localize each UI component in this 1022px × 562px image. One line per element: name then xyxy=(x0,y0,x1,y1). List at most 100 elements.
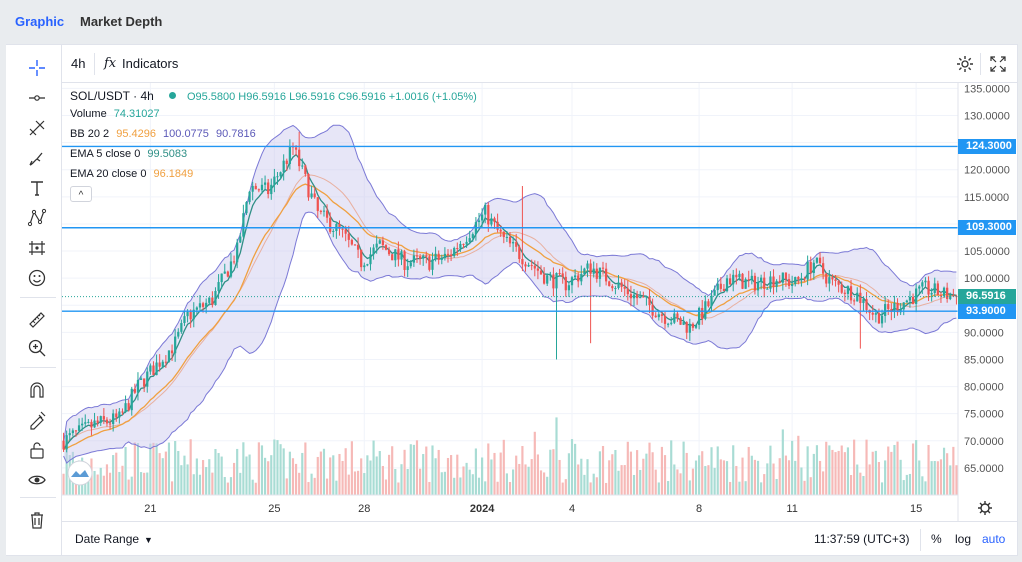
candle-body[interactable] xyxy=(741,273,744,289)
candle-body[interactable] xyxy=(499,229,502,232)
candle-body[interactable] xyxy=(400,251,403,260)
candle-body[interactable] xyxy=(449,254,453,257)
candle-body[interactable] xyxy=(660,314,664,316)
candle-body[interactable] xyxy=(667,323,670,325)
candle-body[interactable] xyxy=(440,257,443,260)
candle-body[interactable] xyxy=(301,165,304,167)
candle-body[interactable] xyxy=(403,251,406,270)
candle-body[interactable] xyxy=(397,249,400,260)
candle-body[interactable] xyxy=(614,288,617,290)
candle-body[interactable] xyxy=(155,362,158,376)
candle-body[interactable] xyxy=(688,323,691,333)
candle-body[interactable] xyxy=(546,275,549,284)
candle-body[interactable] xyxy=(263,182,267,185)
candle-body[interactable] xyxy=(353,244,357,246)
candle-body[interactable] xyxy=(530,265,533,267)
candle-body[interactable] xyxy=(239,236,242,243)
candle-body[interactable] xyxy=(363,265,366,268)
candle-body[interactable] xyxy=(679,318,682,325)
candle-body[interactable] xyxy=(62,440,65,450)
candle-body[interactable] xyxy=(561,273,564,277)
candle-body[interactable] xyxy=(248,191,251,203)
candle-body[interactable] xyxy=(121,411,124,413)
candle-body[interactable] xyxy=(394,249,397,261)
candle-body[interactable] xyxy=(515,242,518,247)
legend-collapse-button[interactable]: ^ xyxy=(70,186,92,202)
candle-body[interactable] xyxy=(124,403,127,413)
fib-tools-icon[interactable] xyxy=(26,117,48,139)
candle-body[interactable] xyxy=(329,217,332,232)
candle-body[interactable] xyxy=(267,182,270,195)
candle-body[interactable] xyxy=(477,220,481,223)
legend-ema5[interactable]: EMA 5 close 0 99.5083 xyxy=(70,148,191,160)
candle-body[interactable] xyxy=(183,316,186,324)
candle-body[interactable] xyxy=(511,242,515,244)
candle-body[interactable] xyxy=(431,259,434,270)
smiley-icon[interactable] xyxy=(26,267,48,289)
candle-body[interactable] xyxy=(236,242,239,263)
candle-body[interactable] xyxy=(794,277,797,285)
candle-body[interactable] xyxy=(837,281,840,285)
candle-body[interactable] xyxy=(812,262,815,273)
candle-body[interactable] xyxy=(586,263,589,269)
zoom-in-icon[interactable] xyxy=(26,337,48,359)
candle-body[interactable] xyxy=(877,313,881,324)
candle-body[interactable] xyxy=(437,253,440,260)
pattern-icon[interactable] xyxy=(26,207,48,229)
candle-body[interactable] xyxy=(791,284,794,287)
candle-body[interactable] xyxy=(251,185,254,192)
candle-body[interactable] xyxy=(366,264,369,266)
candle-body[interactable] xyxy=(282,160,285,173)
candle-body[interactable] xyxy=(391,254,394,261)
candle-body[interactable] xyxy=(118,411,121,418)
candle-body[interactable] xyxy=(632,294,636,299)
magnet-icon[interactable] xyxy=(26,379,48,401)
candle-body[interactable] xyxy=(654,315,657,318)
candle-body[interactable] xyxy=(825,273,828,284)
candle-body[interactable] xyxy=(865,299,868,310)
candle-body[interactable] xyxy=(174,336,177,354)
candle-body[interactable] xyxy=(102,416,105,420)
candle-body[interactable] xyxy=(735,274,738,278)
candle-body[interactable] xyxy=(270,184,273,195)
horizontal-line-price-tag[interactable]: 93.9000 xyxy=(958,303,1016,319)
candle-body[interactable] xyxy=(152,365,155,376)
candle-body[interactable] xyxy=(446,253,450,255)
candle-body[interactable] xyxy=(623,286,626,289)
trash-icon[interactable] xyxy=(26,509,48,531)
candle-body[interactable] xyxy=(502,231,505,238)
candle-body[interactable] xyxy=(760,277,763,282)
candle-body[interactable] xyxy=(580,274,583,282)
candle-body[interactable] xyxy=(232,261,236,263)
candle-body[interactable] xyxy=(189,312,192,320)
candle-body[interactable] xyxy=(887,304,890,310)
tradingview-logo-icon[interactable] xyxy=(67,460,93,486)
candle-body[interactable] xyxy=(769,276,772,289)
candle-body[interactable] xyxy=(691,323,695,328)
candle-body[interactable] xyxy=(753,275,757,291)
candle-body[interactable] xyxy=(577,275,580,282)
candle-body[interactable] xyxy=(843,292,846,294)
candle-body[interactable] xyxy=(195,307,198,310)
candle-body[interactable] xyxy=(313,193,316,198)
candle-body[interactable] xyxy=(608,281,611,287)
candle-body[interactable] xyxy=(505,236,509,238)
candle-body[interactable] xyxy=(626,288,629,295)
date-range-button[interactable]: Date Range ▼ xyxy=(75,532,153,546)
candle-body[interactable] xyxy=(319,210,322,212)
candle-body[interactable] xyxy=(518,246,521,260)
candle-body[interactable] xyxy=(456,248,459,250)
legend-volume[interactable]: Volume 74.31027 xyxy=(70,108,164,120)
candle-body[interactable] xyxy=(341,228,344,230)
candle-body[interactable] xyxy=(701,307,704,319)
candle-body[interactable] xyxy=(772,276,775,287)
candle-body[interactable] xyxy=(229,261,233,277)
candle-body[interactable] xyxy=(846,286,850,294)
candle-body[interactable] xyxy=(205,302,208,307)
candle-body[interactable] xyxy=(871,312,874,315)
candle-body[interactable] xyxy=(471,234,474,239)
candle-body[interactable] xyxy=(254,185,257,190)
candle-body[interactable] xyxy=(524,264,527,267)
candle-body[interactable] xyxy=(93,420,96,428)
candle-body[interactable] xyxy=(657,314,660,318)
